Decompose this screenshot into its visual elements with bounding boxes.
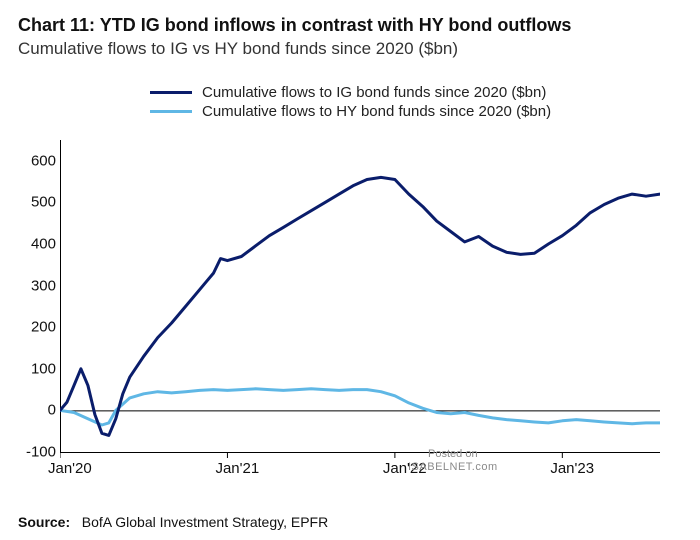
chart-subtitle: Cumulative flows to IG vs HY bond funds … (18, 39, 682, 59)
y-tick-label: -100 (8, 444, 56, 461)
watermark-line1: Posted on (408, 448, 498, 461)
x-tick-label: Jan'20 (48, 460, 92, 477)
y-tick-label: 0 (8, 402, 56, 419)
x-tick-label: Jan'21 (215, 460, 259, 477)
source-text: BofA Global Investment Strategy, EPFR (82, 514, 328, 530)
legend-item-hy: Cumulative flows to HY bond funds since … (150, 103, 551, 120)
y-tick-label: 200 (8, 319, 56, 336)
legend-label-hy: Cumulative flows to HY bond funds since … (202, 103, 551, 120)
watermark: Posted on ISABELNET.com (408, 448, 498, 474)
legend-item-ig: Cumulative flows to IG bond funds since … (150, 84, 551, 101)
source-line: Source: BofA Global Investment Strategy,… (18, 514, 328, 530)
legend-swatch-ig (150, 91, 192, 94)
y-tick-label: 100 (8, 360, 56, 377)
legend-swatch-hy (150, 110, 192, 113)
legend-label-ig: Cumulative flows to IG bond funds since … (202, 84, 546, 101)
y-tick-label: 400 (8, 236, 56, 253)
chart-container: Chart 11: YTD IG bond inflows in contras… (0, 0, 700, 540)
source-label: Source: (18, 514, 70, 530)
x-tick-label: Jan'23 (550, 460, 594, 477)
legend: Cumulative flows to IG bond funds since … (150, 84, 551, 122)
y-tick-label: 500 (8, 194, 56, 211)
watermark-line2: ISABELNET.com (408, 461, 498, 474)
chart-title: Chart 11: YTD IG bond inflows in contras… (18, 14, 682, 37)
y-tick-label: 600 (8, 152, 56, 169)
chart-svg (60, 140, 660, 480)
y-tick-label: 300 (8, 277, 56, 294)
chart-plot-area: -1000100200300400500600Jan'20Jan'21Jan'2… (60, 140, 660, 480)
